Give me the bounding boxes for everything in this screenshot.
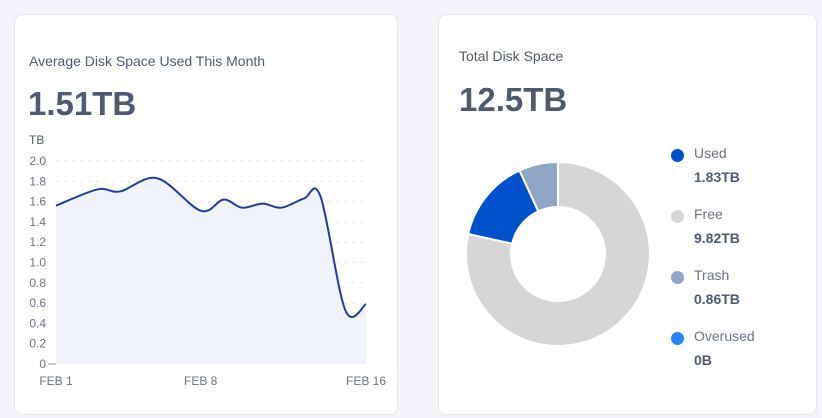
x-tick-label: FEB 16 xyxy=(346,374,386,388)
legend-label: Overused xyxy=(694,328,755,344)
line-chart: TB 0 0.2 0.4 0.6 0.8 1.0 1.2 1.4 1.6 1.8 2.0 FEB 1 FE… xyxy=(29,133,386,388)
y-tick-label: 2.0 xyxy=(29,154,46,168)
y-tick-label: 1.4 xyxy=(29,215,46,229)
y-tick-label: 0 xyxy=(39,357,46,371)
donut-chart xyxy=(465,160,651,347)
legend-dot-icon xyxy=(671,149,684,162)
y-tick-label: 0.6 xyxy=(29,296,46,310)
x-tick-label: FEB 8 xyxy=(184,374,218,388)
legend-value: 1.83TB xyxy=(694,169,740,185)
y-axis-label: TB xyxy=(29,133,44,147)
legend-label: Trash xyxy=(694,267,730,283)
legend-label: Free xyxy=(694,206,723,222)
total-disk-value: 12.5TB xyxy=(459,81,568,118)
legend-dot-icon xyxy=(671,332,684,345)
y-tick-label: 1.6 xyxy=(29,195,46,209)
legend-value: 0B xyxy=(694,352,712,368)
y-tick-label: 1.8 xyxy=(29,174,46,188)
area-fill xyxy=(56,177,366,364)
y-tick-label: 1.2 xyxy=(29,235,46,249)
total-disk-title: Total Disk Space xyxy=(459,48,564,64)
legend-dot-icon xyxy=(671,210,684,223)
legend-value: 0.86TB xyxy=(694,291,740,307)
y-tick-label: 1.0 xyxy=(29,256,46,270)
x-tick-label: FEB 1 xyxy=(39,374,73,388)
y-tick-label: 0.2 xyxy=(29,337,46,351)
legend-label: Used xyxy=(694,145,727,161)
series-line xyxy=(55,176,367,318)
slice-free xyxy=(465,160,651,347)
legend-value: 9.82TB xyxy=(694,230,740,246)
avg-disk-card: Average Disk Space Used This Month 1.51T… xyxy=(14,14,398,415)
avg-disk-value: 1.51TB xyxy=(28,85,137,122)
y-tick-label: 0.8 xyxy=(29,276,46,290)
slice-trash xyxy=(518,160,559,213)
total-disk-card: Total Disk Space 12.5TB Used 1.83TB Free 9.… xyxy=(438,14,817,415)
avg-disk-title: Average Disk Space Used This Month xyxy=(29,53,266,69)
legend-dot-icon xyxy=(671,271,684,284)
y-tick-label: 0.4 xyxy=(29,316,46,330)
